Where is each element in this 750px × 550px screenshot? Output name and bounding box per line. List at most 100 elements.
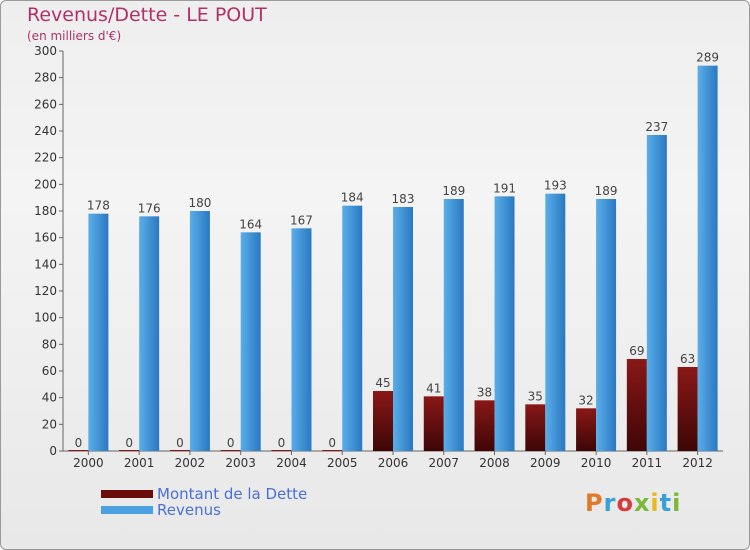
- bar-dette: [373, 391, 393, 451]
- legend-label-revenus: Revenus: [157, 501, 221, 519]
- bar-revenus: [342, 205, 363, 451]
- bar-revenus: [545, 193, 566, 451]
- bar-revenus: [596, 199, 617, 451]
- bar-revenus: [139, 216, 160, 451]
- y-tick-label: 40: [42, 391, 57, 405]
- x-tick-label: 2011: [632, 456, 663, 470]
- y-tick-label: 100: [34, 311, 57, 325]
- y-tick-label: 120: [34, 284, 57, 298]
- bar-dette: [68, 450, 89, 451]
- x-tick-label: 2009: [530, 456, 561, 470]
- bar-dette: [220, 450, 241, 451]
- x-tick-label: 2007: [428, 456, 459, 470]
- legend-item-revenus: Revenus: [101, 501, 307, 519]
- bar-dette: [322, 450, 343, 451]
- logo-letter: i: [650, 489, 660, 517]
- y-tick-label: 220: [34, 151, 57, 165]
- bar-dette: [626, 359, 647, 451]
- y-tick-label: 180: [34, 204, 57, 218]
- x-tick-label: 2003: [225, 456, 256, 470]
- data-label-dette: 41: [426, 381, 441, 395]
- bar-revenus: [189, 211, 210, 451]
- x-tick-label: 2001: [124, 456, 155, 470]
- data-label-revenus: 180: [188, 196, 211, 210]
- proxiti-logo: Proxiti: [585, 489, 681, 517]
- bar-dette: [271, 450, 292, 451]
- chart-subtitle: (en milliers d'€): [27, 29, 122, 43]
- bar-dette: [423, 396, 444, 451]
- x-tick-label: 2000: [73, 456, 104, 470]
- data-label-revenus: 176: [138, 201, 161, 215]
- bar-revenus: [443, 199, 464, 451]
- bar-dette: [677, 367, 698, 451]
- bar-revenus: [697, 65, 718, 452]
- bar-dette: [169, 450, 190, 451]
- data-label-dette: 38: [477, 385, 492, 399]
- logo-letter: r: [603, 489, 617, 517]
- data-label-revenus: 193: [544, 179, 567, 193]
- data-label-dette: 69: [629, 344, 644, 358]
- bar-dette: [474, 400, 495, 451]
- data-label-revenus: 164: [239, 217, 262, 231]
- y-tick-label: 140: [34, 257, 57, 271]
- legend-swatch-revenus: [101, 506, 153, 514]
- logo-letter: t: [659, 489, 673, 517]
- data-label-dette: 45: [375, 376, 390, 390]
- x-tick-label: 2006: [378, 456, 409, 470]
- chart-title: Revenus/Dette - LE POUT: [27, 4, 267, 26]
- y-tick-label: 160: [34, 231, 57, 245]
- data-label-revenus: 178: [87, 199, 110, 213]
- data-label-dette: 0: [227, 436, 235, 450]
- data-label-revenus: 189: [595, 184, 618, 198]
- legend-item-dette: Montant de la Dette: [101, 485, 308, 503]
- data-label-dette: 0: [328, 436, 336, 450]
- data-label-dette: 0: [125, 436, 133, 450]
- logo-letter: x: [633, 489, 651, 517]
- data-label-revenus: 191: [493, 181, 516, 195]
- y-tick-label: 80: [42, 337, 57, 351]
- x-tick-label: 2010: [581, 456, 612, 470]
- data-label-revenus: 183: [392, 192, 415, 206]
- y-tick-label: 300: [34, 44, 57, 58]
- data-label-dette: 0: [75, 436, 83, 450]
- bars: [68, 65, 718, 452]
- y-tick-label: 280: [34, 71, 57, 85]
- logo-letter: P: [585, 489, 604, 517]
- data-label-revenus: 237: [645, 120, 668, 134]
- bar-revenus: [494, 196, 515, 451]
- legend: Montant de la Dette Revenus: [101, 485, 308, 519]
- data-labels: 0 178 0 176 0 180 0 164 0 167 0 184 45 183 41 189 38 191 3…: [75, 51, 720, 450]
- bar-revenus: [393, 207, 413, 451]
- y-tick-label: 200: [34, 177, 57, 191]
- x-tick-label: 2012: [682, 456, 713, 470]
- bar-revenus: [291, 228, 312, 451]
- legend-swatch-dette: [101, 490, 153, 498]
- data-label-dette: 63: [680, 352, 695, 366]
- data-label-dette: 0: [176, 436, 184, 450]
- y-tick-label: 260: [34, 97, 57, 111]
- x-tick-label: 2002: [175, 456, 206, 470]
- data-label-revenus: 189: [442, 184, 465, 198]
- bar-revenus: [240, 232, 261, 451]
- x-tick-label: 2005: [327, 456, 358, 470]
- bar-revenus: [88, 213, 109, 451]
- bar-dette: [119, 450, 140, 451]
- x-tick-label: 2008: [479, 456, 510, 470]
- data-label-dette: 35: [528, 389, 543, 403]
- data-label-dette: 0: [278, 436, 286, 450]
- x-tick-label: 2004: [276, 456, 307, 470]
- data-label-revenus: 289: [696, 51, 719, 65]
- legend-label-dette: Montant de la Dette: [157, 485, 308, 503]
- bar-dette: [576, 408, 597, 451]
- data-label-revenus: 167: [290, 213, 313, 227]
- logo-letter: i: [672, 489, 682, 517]
- y-tick-label: 20: [42, 417, 57, 431]
- bar-revenus: [646, 135, 667, 451]
- y-tick-label: 0: [49, 444, 57, 458]
- y-tick-label: 240: [34, 124, 57, 138]
- bar-dette: [525, 404, 546, 451]
- y-tick-label: 60: [42, 364, 57, 378]
- data-label-dette: 32: [578, 393, 593, 407]
